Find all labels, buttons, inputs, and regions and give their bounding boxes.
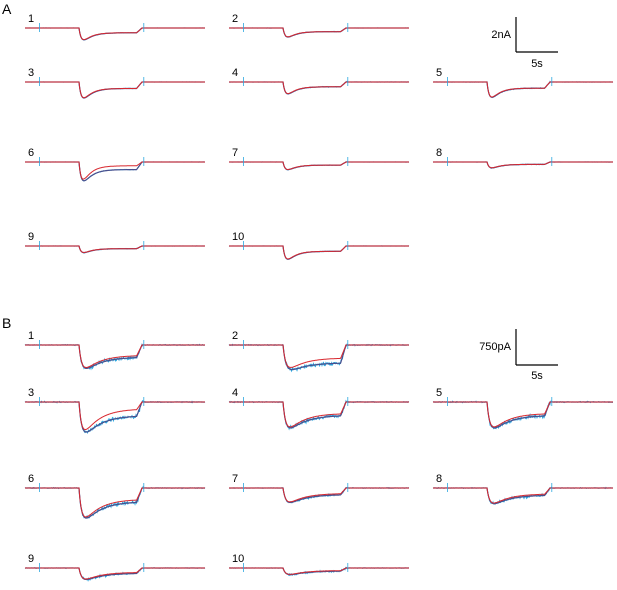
trace-b-2: 2 — [228, 330, 409, 373]
trace-b-4-fit-line — [229, 401, 409, 428]
trace-a-10-mean-line — [229, 245, 409, 260]
trace-a-6-fit-line — [25, 161, 205, 180]
trace-b-1: 1 — [24, 330, 206, 371]
trace-a-7-label: 7 — [232, 147, 238, 159]
trace-a-2-fit-line — [229, 27, 409, 38]
trace-b-3-fit-line — [25, 401, 205, 430]
trace-a-10: 10 — [228, 231, 410, 260]
trace-a-2-recorded-line — [229, 27, 409, 38]
trace-b-5-mean-line — [433, 401, 613, 429]
trace-a-2-mean-line — [229, 27, 409, 38]
trace-a-9: 9 — [25, 231, 205, 254]
trace-b-6-fit-line — [25, 487, 205, 518]
trace-a-1-fit-line — [25, 27, 205, 41]
trace-b-8-label: 8 — [436, 473, 442, 485]
trace-a-9-fit-line — [25, 245, 205, 254]
trace-a-1: 1 — [25, 13, 205, 41]
panel-b-scale-bar: 750pA 5s — [479, 329, 558, 382]
panel-a-traces: 1 2 3 4 5 6 7 8 9 10 — [25, 13, 614, 260]
trace-a-4-fit-line — [229, 81, 409, 95]
trace-b-4-mean-line — [229, 401, 409, 429]
trace-b-2-label: 2 — [232, 330, 238, 342]
trace-a-6-recorded-line — [25, 161, 205, 182]
trace-b-4: 4 — [228, 387, 410, 431]
trace-a-8-label: 8 — [436, 147, 442, 159]
trace-a-3: 3 — [25, 67, 205, 99]
trace-a-9-recorded-line — [25, 245, 205, 254]
panel-a-scale-bar: 2nA 5s — [491, 17, 558, 70]
trace-b-1-fit-line — [25, 344, 205, 368]
trace-a-5-recorded-line — [433, 80, 614, 99]
trace-b-2-fit-line — [229, 344, 409, 368]
trace-b-8-fit-line — [433, 487, 613, 504]
trace-a-4: 4 — [229, 67, 410, 95]
trace-b-5-label: 5 — [436, 387, 442, 399]
trace-b-1-mean-line — [25, 344, 205, 369]
trace-a-2-label: 2 — [232, 13, 238, 25]
panel-b-scale-bar-x-label: 5s — [531, 370, 543, 382]
trace-b-4-recorded-line — [228, 399, 410, 431]
trace-a-1-recorded-line — [25, 27, 205, 41]
trace-a-8-fit-line — [433, 161, 613, 169]
trace-a-5: 5 — [433, 67, 614, 99]
trace-b-3-mean-line — [25, 401, 205, 433]
trace-b-1-recorded-line — [24, 343, 206, 371]
panel-b-scale-bar-y-label: 750pA — [479, 341, 511, 353]
trace-b-1-label: 1 — [28, 330, 34, 342]
trace-b-5-recorded-line — [432, 400, 613, 430]
trace-b-4-label: 4 — [232, 387, 238, 399]
trace-b-8: 8 — [432, 473, 614, 506]
trace-a-5-label: 5 — [436, 67, 442, 79]
trace-b-10: 10 — [229, 553, 409, 577]
trace-b-10-label: 10 — [232, 553, 244, 565]
trace-b-7-fit-line — [229, 487, 409, 503]
trace-a-5-mean-line — [433, 81, 613, 98]
trace-a-5-fit-line — [433, 81, 613, 98]
trace-a-9-label: 9 — [28, 231, 34, 243]
trace-a-3-mean-line — [25, 81, 205, 99]
trace-b-6: 6 — [24, 473, 206, 519]
trace-b-9-fit-line — [25, 567, 205, 580]
trace-b-6-label: 6 — [28, 473, 34, 485]
trace-b-5-fit-line — [433, 401, 613, 428]
trace-a-1-label: 1 — [28, 13, 34, 25]
trace-b-3: 3 — [24, 387, 206, 434]
trace-a-6: 6 — [25, 147, 205, 182]
panel-b-label: B — [2, 315, 11, 331]
trace-a-3-label: 3 — [28, 67, 34, 79]
trace-b-2-recorded-line — [228, 343, 409, 373]
trace-b-7: 7 — [229, 473, 410, 504]
trace-a-7-fit-line — [229, 161, 409, 170]
trace-b-10-fit-line — [229, 567, 409, 575]
trace-a-10-recorded-line — [228, 245, 410, 260]
trace-a-2: 2 — [229, 13, 409, 38]
trace-a-6-label: 6 — [28, 147, 34, 159]
trace-a-7: 7 — [229, 147, 410, 171]
trace-a-6-mean-line — [25, 161, 205, 182]
trace-b-3-recorded-line — [24, 400, 206, 434]
trace-a-3-fit-line — [25, 81, 205, 99]
trace-a-7-mean-line — [229, 161, 409, 171]
trace-b-3-label: 3 — [28, 387, 34, 399]
trace-b-7-label: 7 — [232, 473, 238, 485]
trace-a-1-mean-line — [25, 27, 205, 41]
trace-b-9-label: 9 — [28, 553, 34, 565]
panel-a-scale-bar-y-label: 2nA — [491, 29, 511, 41]
panel-a-label: A — [2, 1, 12, 17]
trace-a-8: 8 — [432, 147, 613, 169]
trace-a-10-fit-line — [229, 245, 409, 260]
trace-a-3-recorded-line — [25, 81, 205, 99]
trace-a-10-label: 10 — [232, 231, 244, 243]
trace-a-4-mean-line — [229, 81, 409, 95]
trace-a-4-recorded-line — [229, 80, 410, 95]
panel-a-scale-bar-x-label: 5s — [531, 58, 543, 70]
trace-b-9: 9 — [24, 553, 206, 582]
panel-b-traces: 1 2 3 4 5 6 7 8 9 10 — [24, 330, 614, 582]
trace-b-5: 5 — [432, 387, 613, 430]
trace-a-4-label: 4 — [232, 67, 238, 79]
